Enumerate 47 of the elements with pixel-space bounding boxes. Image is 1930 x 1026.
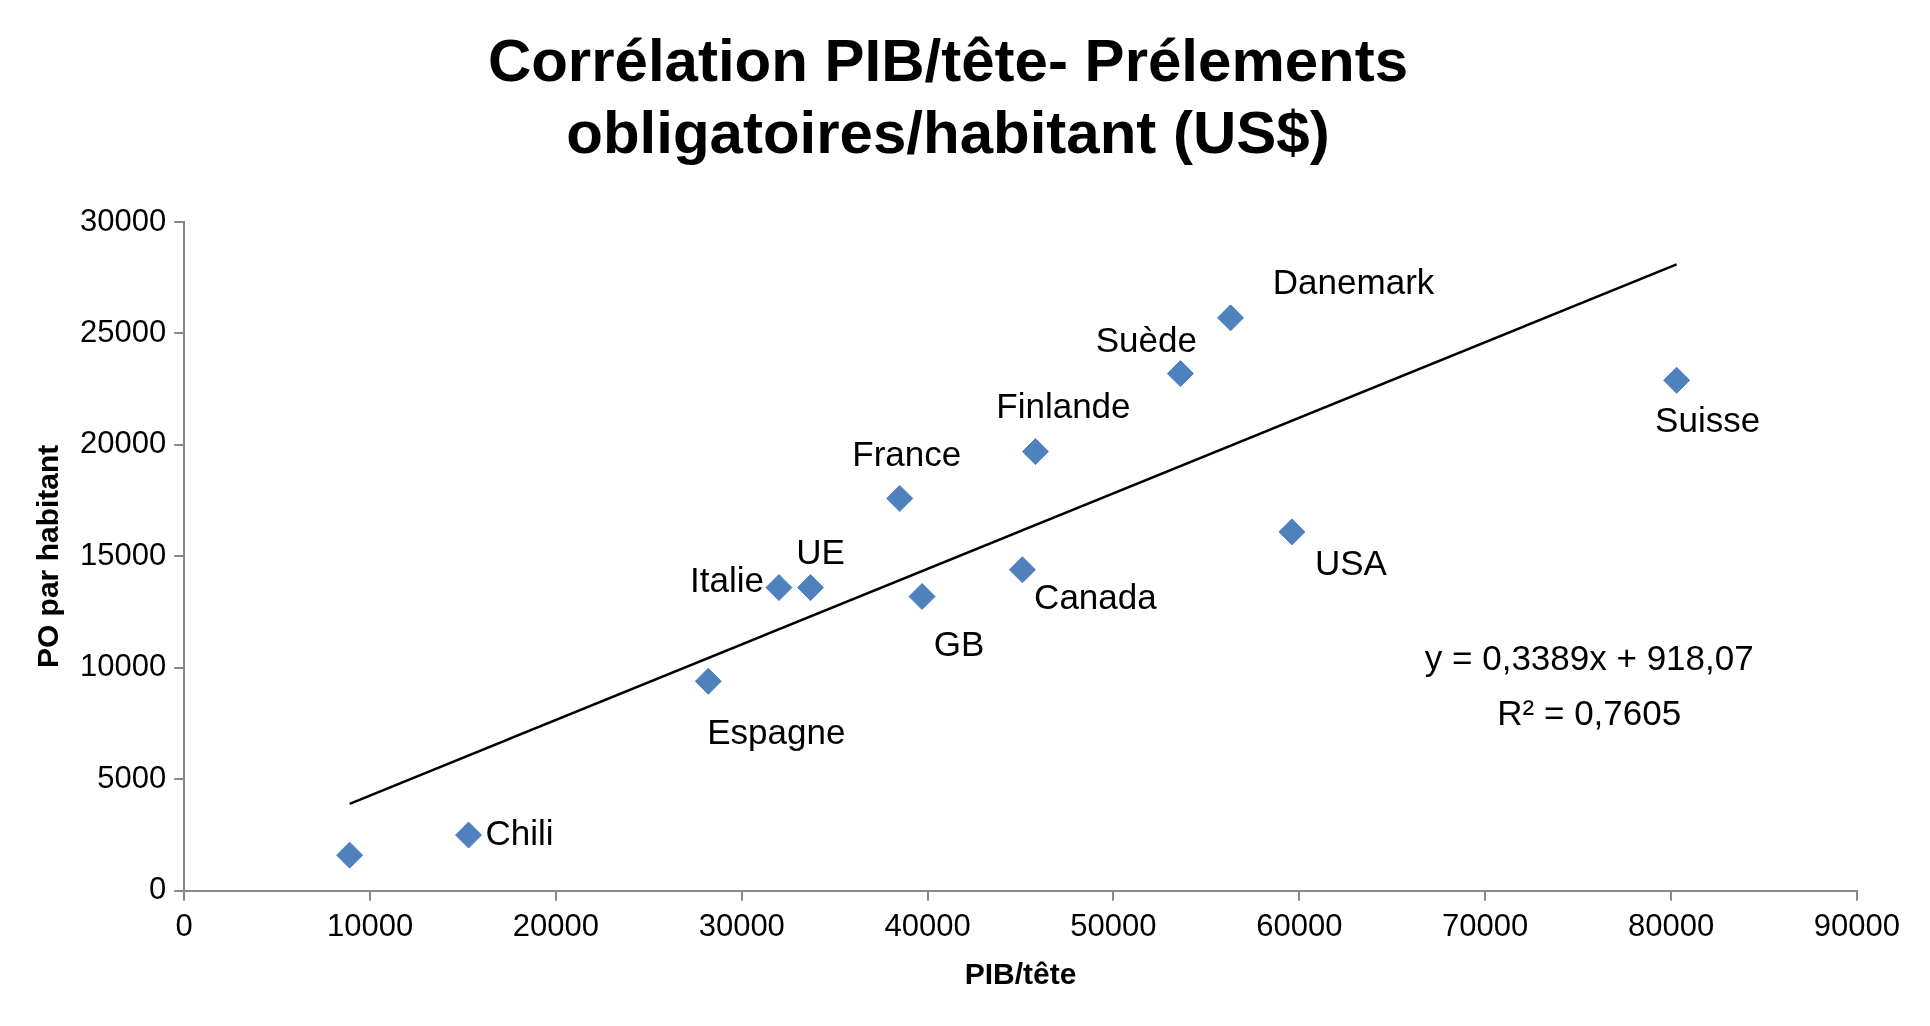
x-tick-label: 50000 <box>1070 907 1157 943</box>
point <box>455 821 483 849</box>
x-tick-label: 80000 <box>1627 907 1715 943</box>
y-tick-label: 15000 <box>79 536 167 572</box>
point <box>1278 518 1306 546</box>
annotation: Italie <box>690 560 764 600</box>
point <box>1008 556 1036 584</box>
point <box>336 841 364 869</box>
point <box>908 583 936 611</box>
annotation: UE <box>796 532 845 572</box>
y-tick-label: 0 <box>148 871 167 907</box>
x-tick-label: 0 <box>175 907 193 943</box>
point <box>694 667 722 695</box>
annotation: Espagne <box>707 711 846 751</box>
chart-title: Corrélation PIB/tête- Prélements obligatoires/habitant (US$) <box>487 26 1409 166</box>
x-tick-label: 60000 <box>1256 907 1343 943</box>
x-tick-label: 70000 <box>1442 907 1529 943</box>
annotation: GB <box>933 624 985 664</box>
x-tick-label: 10000 <box>326 907 414 943</box>
x-axis-title: PIB/tête <box>964 957 1077 991</box>
y-tick-label: 5000 <box>97 759 167 795</box>
annotation: Chili <box>485 812 554 852</box>
annotation: Suède <box>1095 320 1197 360</box>
x-tick-label: 40000 <box>884 907 971 943</box>
annotation: Suisse <box>1655 399 1761 439</box>
x-tick-label: 90000 <box>1813 907 1901 943</box>
point <box>1663 366 1691 394</box>
annotation: France <box>852 434 962 474</box>
y-tick-label: 10000 <box>79 648 167 684</box>
y-tick-label: 30000 <box>79 202 167 238</box>
point <box>1217 304 1245 332</box>
point <box>765 574 793 602</box>
point <box>886 484 914 512</box>
y-axis-title: PO par habitant <box>31 444 65 669</box>
point <box>797 574 825 602</box>
point <box>1021 438 1049 466</box>
annotation: y = 0,3389x + 918,07 <box>1424 637 1754 677</box>
annotation: Finlande <box>996 386 1131 426</box>
y-tick-label: 25000 <box>79 314 167 350</box>
annotation: R² = 0,7605 <box>1497 692 1682 732</box>
x-tick-label: 20000 <box>512 907 600 943</box>
annotation: Canada <box>1034 577 1158 617</box>
x-tick-label: 30000 <box>698 907 785 943</box>
y-tick-label: 20000 <box>79 425 167 461</box>
annotation: USA <box>1314 542 1388 582</box>
point <box>1166 360 1194 388</box>
annotation: Danemark <box>1272 261 1435 301</box>
